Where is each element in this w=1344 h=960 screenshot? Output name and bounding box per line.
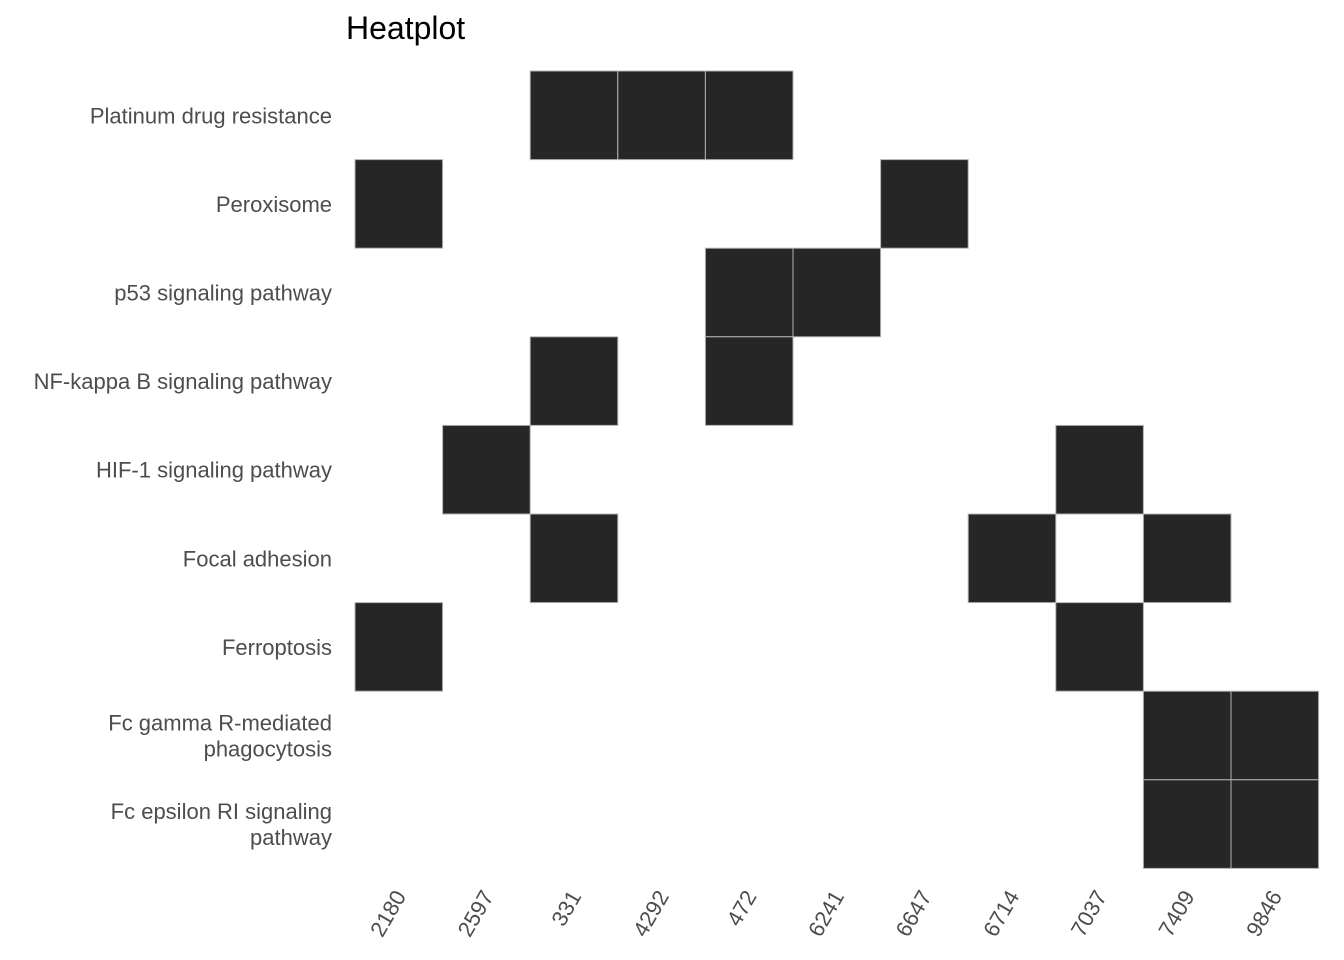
heatmap-cell-2180-row-6	[354, 602, 444, 692]
column-label-7409: 7409	[1153, 886, 1199, 941]
row-label: Ferroptosis	[222, 635, 332, 660]
row-label: Focal adhesion	[183, 546, 332, 571]
heatmap-cell-4292-row-0	[617, 70, 706, 161]
column-label-6241: 6241	[803, 886, 849, 941]
column-labels: 2180 2597 331 4292 472 6241 6647 6714 7037 7409 98…	[365, 886, 1287, 941]
row-label: Fc epsilon RI signaling pathway	[111, 799, 332, 850]
row-label-line: HIF-1 signaling pathway	[96, 458, 332, 483]
row-label-line: Focal adhesion	[183, 546, 332, 571]
chart-title: Heatplot	[346, 10, 465, 46]
column-label-7037: 7037	[1066, 886, 1112, 941]
row-label-line: Fc gamma R-mediated	[108, 711, 332, 736]
heatmap-cell-6714-row-5	[967, 513, 1057, 604]
heatmap-cell-331-row-3	[529, 336, 619, 426]
column-label-4292: 4292	[628, 886, 674, 941]
row-label: Fc gamma R-mediated phagocytosis	[108, 711, 332, 762]
heatmap-cell-7409-row-7	[1142, 690, 1232, 781]
row-label-line: Peroxisome	[216, 192, 332, 217]
column-label-6647: 6647	[891, 886, 937, 941]
row-label: HIF-1 signaling pathway	[96, 458, 332, 483]
row-label-line: Platinum drug resistance	[90, 103, 332, 128]
row-label: Peroxisome	[216, 192, 332, 217]
heatmap-cell-331-row-5	[529, 513, 619, 604]
column-label-472: 472	[722, 886, 762, 930]
row-label-line: p53 signaling pathway	[114, 281, 332, 306]
heatmap-cell-6647-row-1	[880, 159, 969, 249]
row-label: p53 signaling pathway	[114, 281, 332, 306]
heatmap-cell-7037-row-4	[1055, 424, 1144, 515]
heatmap-cell-7409-row-8	[1142, 779, 1232, 869]
column-label-2180: 2180	[365, 886, 411, 941]
row-label-line: NF-kappa B signaling pathway	[34, 369, 332, 394]
heatmap-cell-9846-row-8	[1230, 779, 1320, 869]
row-label-line: phagocytosis	[204, 737, 332, 762]
heatmap-cell-2180-row-1	[354, 159, 444, 249]
row-label-line: pathway	[250, 825, 332, 850]
row-label-line: Fc epsilon RI signaling	[111, 799, 332, 824]
heatmap-cell-331-row-0	[529, 70, 619, 161]
heatmap-cell-6241-row-2	[792, 247, 882, 338]
row-label: NF-kappa B signaling pathway	[34, 369, 332, 394]
heatmap-cell-7409-row-5	[1142, 513, 1232, 604]
heatmap-cell-472-row-3	[704, 336, 794, 426]
column-label-6714: 6714	[978, 886, 1024, 941]
row-labels: Platinum drug resistance Peroxisome p53 si…	[34, 103, 332, 850]
heatmap-cells	[354, 70, 1320, 869]
column-label-331: 331	[546, 886, 586, 930]
heatmap-cell-472-row-0	[704, 70, 794, 161]
heatmap-cell-9846-row-7	[1230, 690, 1320, 781]
heatmap-cell-7037-row-6	[1055, 602, 1144, 692]
heatmap-cell-472-row-2	[704, 247, 794, 338]
column-label-9846: 9846	[1241, 886, 1287, 941]
row-label: Platinum drug resistance	[90, 103, 332, 128]
row-label-line: Ferroptosis	[222, 635, 332, 660]
column-label-2597: 2597	[453, 886, 499, 941]
heatmap-cell-2597-row-4	[442, 424, 531, 515]
